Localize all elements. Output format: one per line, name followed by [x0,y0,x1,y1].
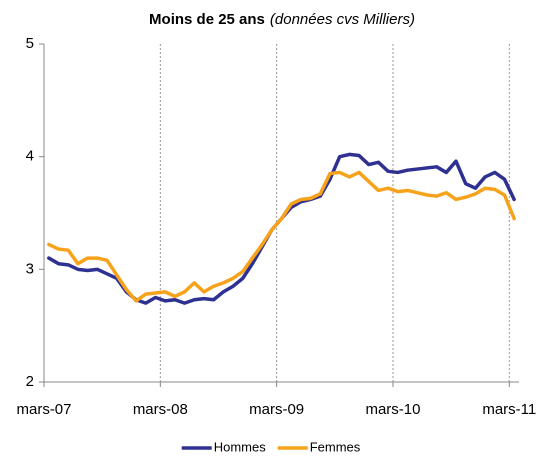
x-tick-label: mars-09 [249,401,304,418]
x-tick-label: mars-10 [365,401,420,418]
line-series [47,170,516,303]
y-tick-label: 5 [26,35,34,52]
chart-subtitle: (données cvs Milliers) [270,11,415,28]
x-tick-label: mars-08 [133,401,188,418]
y-tick-label: 2 [26,373,34,390]
legend-label: Femmes [310,439,361,454]
chart-title: Moins de 25 ans [149,11,265,28]
x-tick-label: mars-07 [16,401,71,418]
y-tick-label: 4 [26,148,34,165]
y-tick-label: 3 [26,260,34,277]
legend-label: Hommes [214,439,267,454]
x-tick-label: mars-11 [482,401,536,418]
